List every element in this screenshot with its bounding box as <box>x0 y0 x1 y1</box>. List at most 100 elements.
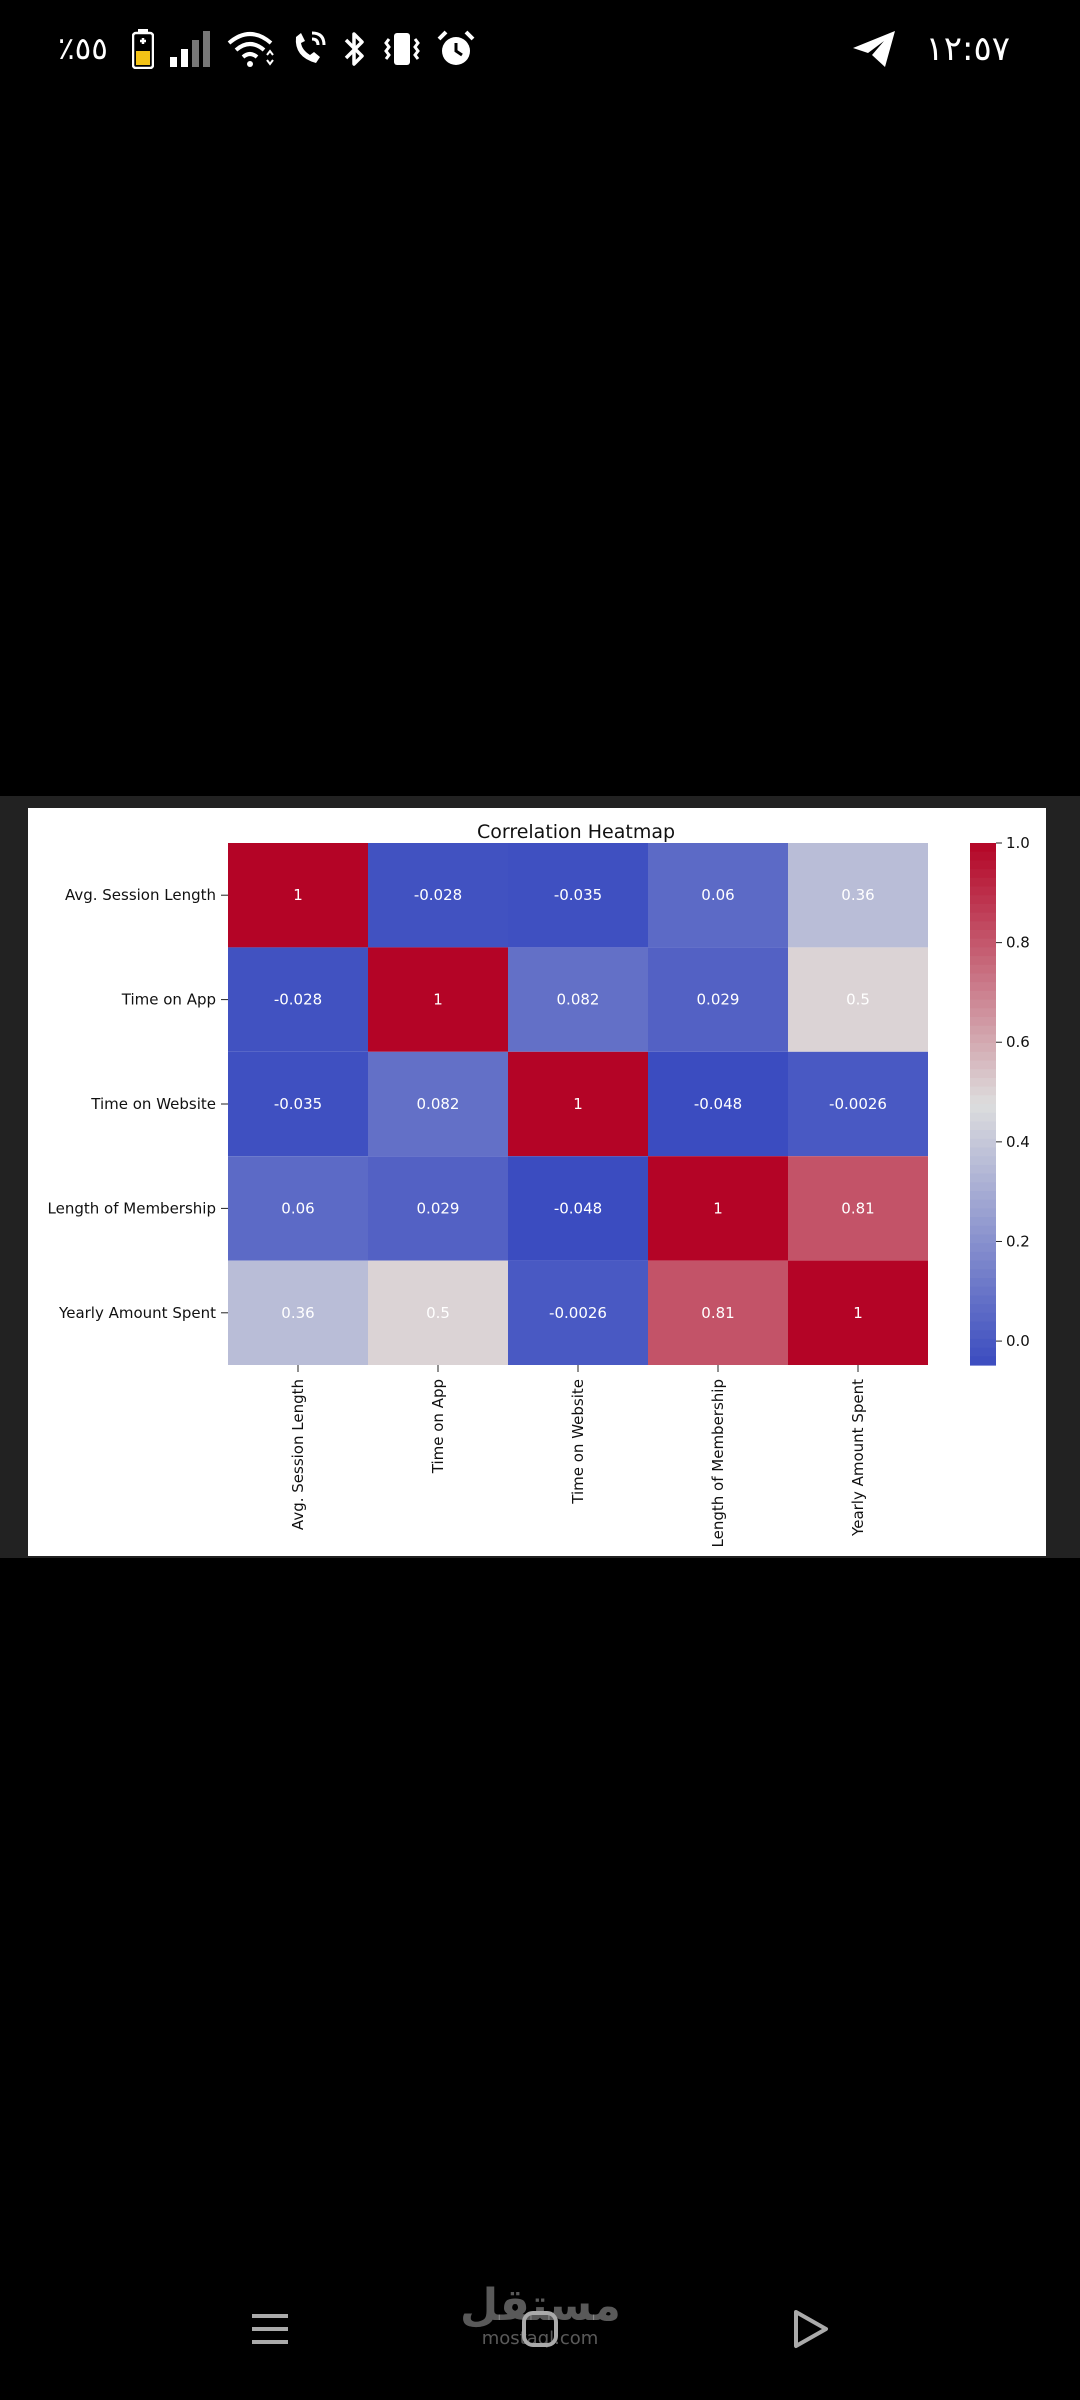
colorbar-segment <box>970 903 996 914</box>
heatmap-cell <box>368 1156 508 1261</box>
colorbar-segment <box>970 990 996 1001</box>
heatmap-cell-annotation: 0.5 <box>846 991 870 1009</box>
colorbar-segment <box>970 1077 996 1088</box>
colorbar-segment <box>970 982 996 992</box>
colorbar-segment <box>970 1034 996 1044</box>
heatmap-cell-annotation: 1 <box>573 1095 583 1113</box>
colorbar-segment <box>970 1112 996 1122</box>
colorbar-segment <box>970 1225 996 1236</box>
colorbar-segment <box>970 1164 996 1175</box>
heatmap-cell <box>228 1260 368 1365</box>
colorbar-segment <box>970 869 996 879</box>
heatmap-cell-annotation: 0.029 <box>417 1199 460 1217</box>
wifi-icon <box>226 29 276 69</box>
heatmap-cell-annotation: -0.035 <box>554 886 602 904</box>
y-tick-label: Time on App <box>121 991 216 1009</box>
clock-time: ١٢:٥٧ <box>925 29 1010 69</box>
heatmap-cell <box>788 1260 928 1365</box>
colorbar-segment <box>970 1025 996 1035</box>
heatmap-cell-annotation: 1 <box>293 886 303 904</box>
colorbar-segment <box>970 930 996 940</box>
heatmap-cell <box>368 1260 508 1365</box>
colorbar-tick-label: 0.6 <box>1006 1033 1030 1051</box>
colorbar-segment <box>970 1234 996 1244</box>
battery-percent: ٪٥٥ <box>58 31 108 67</box>
wifi-calling-icon <box>290 29 328 69</box>
colorbar-segment <box>970 1121 996 1131</box>
heatmap-cell <box>508 843 648 948</box>
colorbar-segment <box>970 1295 996 1305</box>
colorbar-segment <box>970 1338 996 1349</box>
colorbar-segment <box>970 1208 996 1218</box>
colorbar-segment <box>970 1356 996 1366</box>
mostaql-watermark: مستقل mostaql.com <box>460 2280 621 2354</box>
bluetooth-icon <box>342 29 368 69</box>
heatmap-cell <box>508 1051 648 1157</box>
status-bar: ٪٥٥ <box>0 0 1080 100</box>
colorbar-segment <box>970 1008 996 1018</box>
colorbar-segment <box>970 1321 996 1331</box>
colorbar-segment <box>970 1051 996 1062</box>
heatmap-cell-annotation: 0.81 <box>841 1199 874 1217</box>
heatmap-cell-annotation: 1 <box>853 1304 863 1322</box>
navigation-bar <box>0 2270 1080 2390</box>
home-button[interactable] <box>495 2286 585 2376</box>
colorbar-segment <box>970 1017 996 1027</box>
heatmap-colorbar: 1.0 0.8 0.6 0.4 0.2 0.0 <box>970 834 1030 1366</box>
menu-icon <box>250 2311 290 2351</box>
heatmap-cell <box>648 947 788 1052</box>
signal-icon <box>168 29 212 69</box>
colorbar-tick-label: 1.0 <box>1006 834 1030 852</box>
colorbar-segment <box>970 947 996 957</box>
colorbar-segment <box>970 1156 996 1166</box>
heatmap-cell-annotation: 0.36 <box>841 886 874 904</box>
colorbar-segment <box>970 964 996 975</box>
heatmap-cell <box>368 947 508 1052</box>
heatmap-cell-annotation: 0.06 <box>281 1199 314 1217</box>
heatmap-cell <box>788 1156 928 1261</box>
colorbar-segment <box>970 1069 996 1079</box>
heatmap-cell <box>228 1156 368 1261</box>
vibrate-icon <box>382 29 422 69</box>
chart-image: Correlation Heatmap 1 -0.028 -0.035 0.06 0.3… <box>28 808 1046 1556</box>
colorbar-segment <box>970 895 996 905</box>
heatmap-cell <box>788 1051 928 1157</box>
y-tick-label: Yearly Amount Spent <box>58 1304 216 1322</box>
heatmap-cell <box>648 843 788 948</box>
colorbar-segment <box>970 1199 996 1209</box>
heatmap-cell <box>648 1156 788 1261</box>
colorbar-segment <box>970 886 996 896</box>
x-tick-label: Time on Website <box>569 1379 587 1505</box>
colorbar-segment <box>970 1043 996 1053</box>
heatmap-column-labels: Avg. Session Length Time on App Time on We… <box>289 1365 867 1547</box>
colorbar-segment <box>970 1269 996 1279</box>
colorbar-segment <box>970 1286 996 1296</box>
back-triangle-icon <box>790 2308 830 2354</box>
colorbar-segment <box>970 1260 996 1270</box>
correlation-heatmap-chart: Correlation Heatmap 1 -0.028 -0.035 0.06 0.3… <box>48 821 1030 1547</box>
colorbar-segment <box>970 912 996 922</box>
colorbar-segment <box>970 1217 996 1227</box>
colorbar-tick-label: 0.2 <box>1006 1232 1030 1250</box>
heatmap-cell-annotation: -0.0026 <box>829 1095 887 1113</box>
colorbar-segment <box>970 1173 996 1183</box>
heatmap-cell <box>228 843 368 948</box>
heatmap-cell <box>648 1051 788 1157</box>
colorbar-tick-label: 0.0 <box>1006 1332 1030 1350</box>
colorbar-tick-label: 0.8 <box>1006 934 1030 952</box>
heatmap-cell-annotation: -0.028 <box>274 991 322 1009</box>
colorbar-segment <box>970 1086 996 1096</box>
colorbar-segment <box>970 938 996 948</box>
colorbar-segment <box>970 1278 996 1288</box>
heatmap-cell-annotation: -0.048 <box>554 1199 602 1217</box>
chart-title: Correlation Heatmap <box>477 821 675 843</box>
colorbar-segment <box>970 843 996 853</box>
menu-button[interactable] <box>225 2286 315 2376</box>
heatmap-cells: 1 -0.028 -0.035 0.06 0.36 -0.028 1 0.082 0.029 0.… <box>228 843 928 1365</box>
colorbar-segment <box>970 1095 996 1105</box>
heatmap-cell-annotation: 0.81 <box>701 1304 734 1322</box>
telegram-icon <box>851 29 897 69</box>
watermark-arabic: مستقل <box>460 2280 621 2331</box>
colorbar-segment <box>970 1138 996 1149</box>
back-button[interactable] <box>765 2286 855 2376</box>
